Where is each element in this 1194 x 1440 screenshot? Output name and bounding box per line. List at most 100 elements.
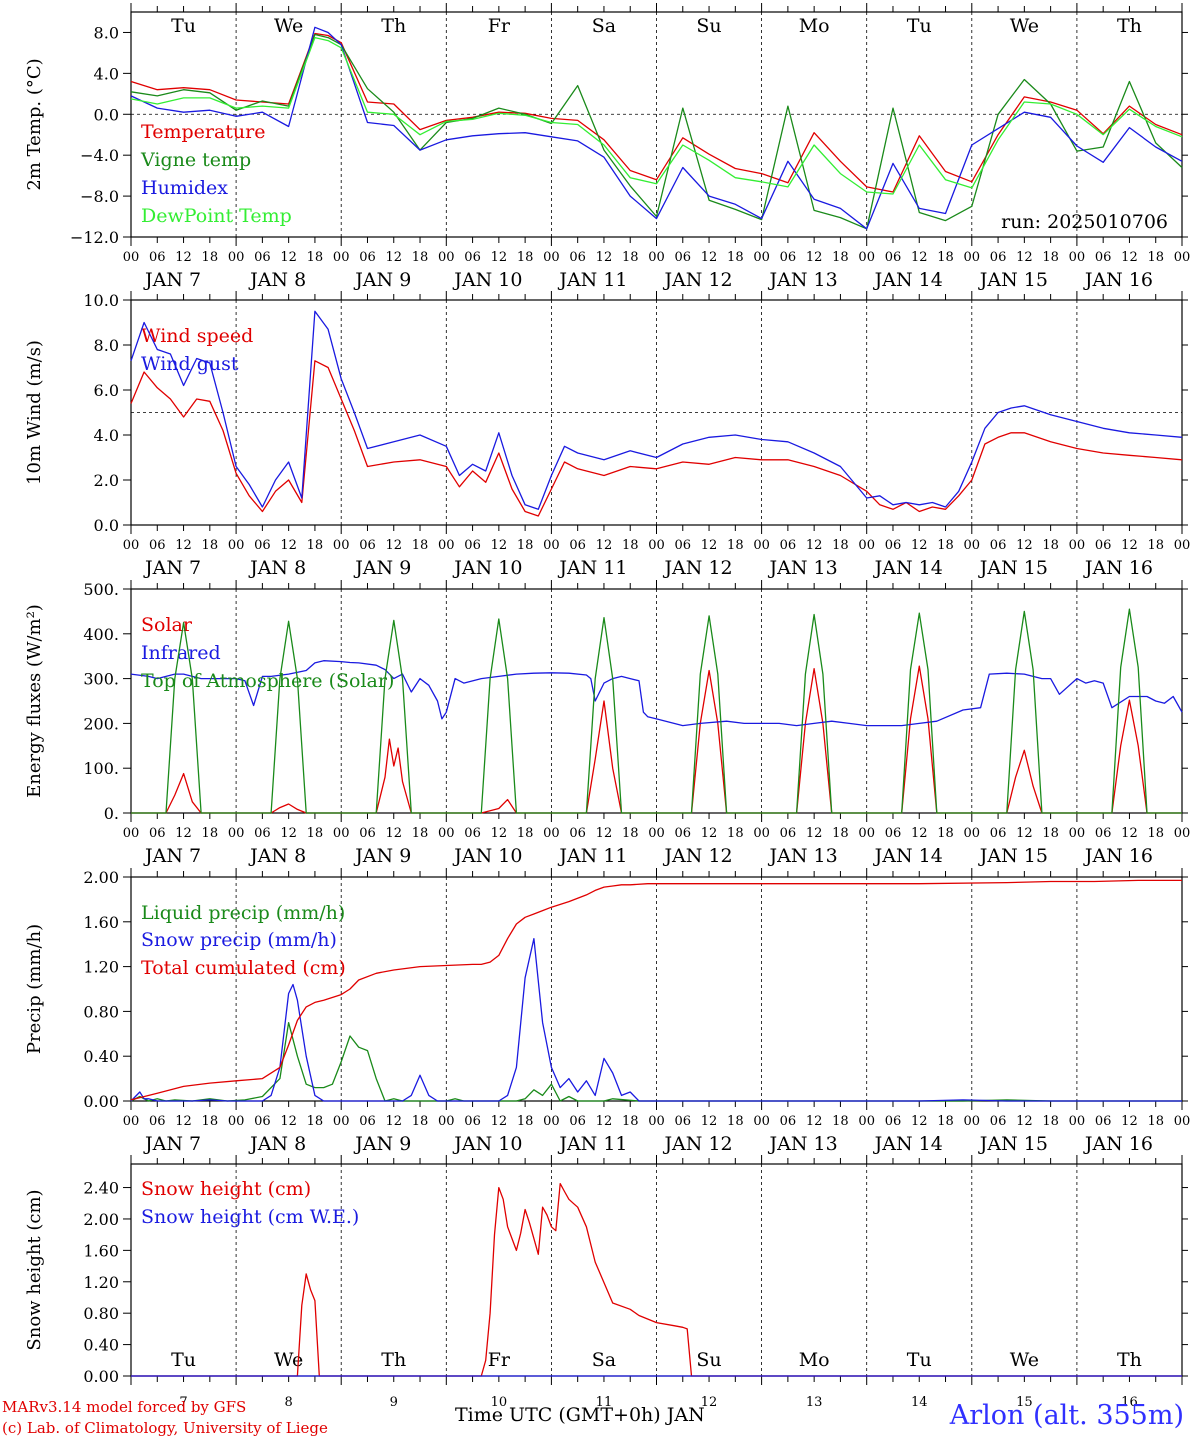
x-hour-label: 12 bbox=[1121, 538, 1138, 553]
x-hour-label: 06 bbox=[675, 826, 692, 841]
weekday-label: Th bbox=[381, 1349, 406, 1371]
x-hour-label: 00 bbox=[964, 826, 981, 841]
x-hour-label: 12 bbox=[806, 538, 823, 553]
x-hour-label: 12 bbox=[596, 250, 613, 265]
x-hour-label: 18 bbox=[202, 1114, 219, 1129]
x-hour-label: 00 bbox=[228, 538, 245, 553]
y-tick-label: 100. bbox=[83, 759, 119, 778]
series-line-3 bbox=[131, 608, 1182, 814]
x-hour-label: 00 bbox=[123, 538, 140, 553]
y-tick-label: 1.20 bbox=[83, 1273, 119, 1292]
legend-entry: Vigne temp bbox=[140, 149, 251, 171]
x-hour-label: 12 bbox=[596, 538, 613, 553]
x-hour-label: 06 bbox=[359, 250, 376, 265]
x-hour-label: 18 bbox=[1147, 250, 1164, 265]
x-hour-label: 00 bbox=[333, 826, 350, 841]
x-hour-label: 12 bbox=[596, 1114, 613, 1129]
x-hour-label: 06 bbox=[885, 1114, 902, 1129]
x-date-label: JAN 11 bbox=[557, 845, 627, 867]
x-date-label: JAN 16 bbox=[1083, 845, 1153, 867]
weekday-label: Sa bbox=[592, 1349, 616, 1371]
x-hour-label: 12 bbox=[806, 1114, 823, 1129]
x-hour-label: 18 bbox=[1147, 826, 1164, 841]
x-hour-label: 06 bbox=[149, 1114, 166, 1129]
x-hour-label: 06 bbox=[675, 538, 692, 553]
x-date-label: JAN 10 bbox=[452, 1133, 522, 1155]
x-hour-label: 18 bbox=[832, 250, 849, 265]
weekday-label: Tu bbox=[171, 15, 196, 37]
x-hour-label: 18 bbox=[307, 1114, 324, 1129]
y-tick-label: 2.00 bbox=[83, 868, 119, 887]
x-hour-label: 06 bbox=[359, 538, 376, 553]
y-tick-label: 2.40 bbox=[83, 1179, 119, 1198]
x-date-label: JAN 12 bbox=[662, 269, 732, 291]
y-tick-label: 0.0 bbox=[94, 105, 119, 124]
x-day-number: 10 bbox=[491, 1395, 508, 1410]
x-date-label: JAN 13 bbox=[768, 269, 838, 291]
x-date-label: JAN 16 bbox=[1083, 1133, 1153, 1155]
weekday-label: Th bbox=[1117, 1349, 1142, 1371]
x-hour-label: 00 bbox=[1174, 1114, 1191, 1129]
legend-entry: Snow precip (mm/h) bbox=[141, 929, 337, 951]
x-hour-label: 06 bbox=[569, 538, 586, 553]
panel-3: 500. 400. 300. 200. 100. 0. Energy fluxes (W/m… bbox=[24, 580, 1190, 867]
x-hour-label: 00 bbox=[1069, 826, 1086, 841]
x-hour-label: 00 bbox=[228, 250, 245, 265]
x-hour-label: 00 bbox=[964, 250, 981, 265]
x-date-label: JAN 8 bbox=[248, 269, 306, 291]
x-hour-label: 12 bbox=[280, 250, 297, 265]
x-hour-label: 12 bbox=[280, 538, 297, 553]
x-day-number: 8 bbox=[285, 1395, 293, 1410]
x-hour-label: 06 bbox=[1095, 826, 1112, 841]
x-hour-label: 06 bbox=[254, 826, 271, 841]
x-hour-label: 12 bbox=[1121, 826, 1138, 841]
x-hour-label: 12 bbox=[1016, 250, 1033, 265]
x-hour-label: 12 bbox=[385, 250, 402, 265]
x-date-label: JAN 11 bbox=[557, 1133, 627, 1155]
x-hour-label: 00 bbox=[858, 250, 875, 265]
x-day-number: 15 bbox=[1016, 1395, 1033, 1410]
x-hour-label: 00 bbox=[648, 250, 665, 265]
x-hour-label: 06 bbox=[990, 250, 1007, 265]
x-hour-label: 12 bbox=[596, 826, 613, 841]
x-hour-label: 06 bbox=[464, 826, 481, 841]
y-tick-label: −4.0 bbox=[80, 146, 119, 165]
x-hour-label: 00 bbox=[228, 826, 245, 841]
x-hour-label: 06 bbox=[885, 826, 902, 841]
x-hour-label: 00 bbox=[964, 538, 981, 553]
x-hour-label: 18 bbox=[622, 538, 639, 553]
x-hour-label: 00 bbox=[648, 538, 665, 553]
x-date-label: JAN 15 bbox=[978, 845, 1048, 867]
x-date-label: JAN 7 bbox=[143, 269, 201, 291]
weekday-label: Tu bbox=[907, 1349, 932, 1371]
x-hour-label: 00 bbox=[648, 1114, 665, 1129]
x-hour-label: 06 bbox=[990, 1114, 1007, 1129]
legend-entry: Humidex bbox=[141, 177, 228, 199]
x-hour-label: 18 bbox=[517, 1114, 534, 1129]
x-hour-label: 00 bbox=[543, 826, 560, 841]
x-hour-label: 18 bbox=[517, 538, 534, 553]
x-hour-label: 06 bbox=[254, 538, 271, 553]
weekday-label: We bbox=[274, 15, 303, 37]
x-hour-label: 06 bbox=[780, 250, 797, 265]
x-date-label: JAN 14 bbox=[873, 845, 943, 867]
panel-1: 8.0 4.0 0.0 −4.0 −8.0 −12.0 2m Temp. (°C) 00 06 1… bbox=[24, 3, 1190, 291]
series-line-2 bbox=[130, 33, 1183, 230]
x-hour-label: 12 bbox=[1016, 1114, 1033, 1129]
x-hour-label: 12 bbox=[280, 1114, 297, 1129]
x-hour-label: 00 bbox=[964, 1114, 981, 1129]
y-tick-label: 0.00 bbox=[83, 1092, 119, 1111]
x-date-label: JAN 9 bbox=[353, 1133, 411, 1155]
x-hour-label: 12 bbox=[385, 826, 402, 841]
x-hour-label: 06 bbox=[149, 826, 166, 841]
x-hour-label: 06 bbox=[1095, 1114, 1112, 1129]
weekday-label: Sa bbox=[592, 15, 616, 37]
station-label: Arlon (alt. 355m) bbox=[949, 1400, 1184, 1431]
x-date-label: JAN 15 bbox=[978, 269, 1048, 291]
x-hour-label: 00 bbox=[543, 538, 560, 553]
x-date-label: JAN 7 bbox=[143, 1133, 201, 1155]
series-line-1 bbox=[130, 360, 1183, 517]
legend-entry: Snow height (cm W.E.) bbox=[141, 1206, 359, 1228]
x-hour-label: 00 bbox=[858, 538, 875, 553]
series-line-3 bbox=[130, 879, 1182, 1101]
